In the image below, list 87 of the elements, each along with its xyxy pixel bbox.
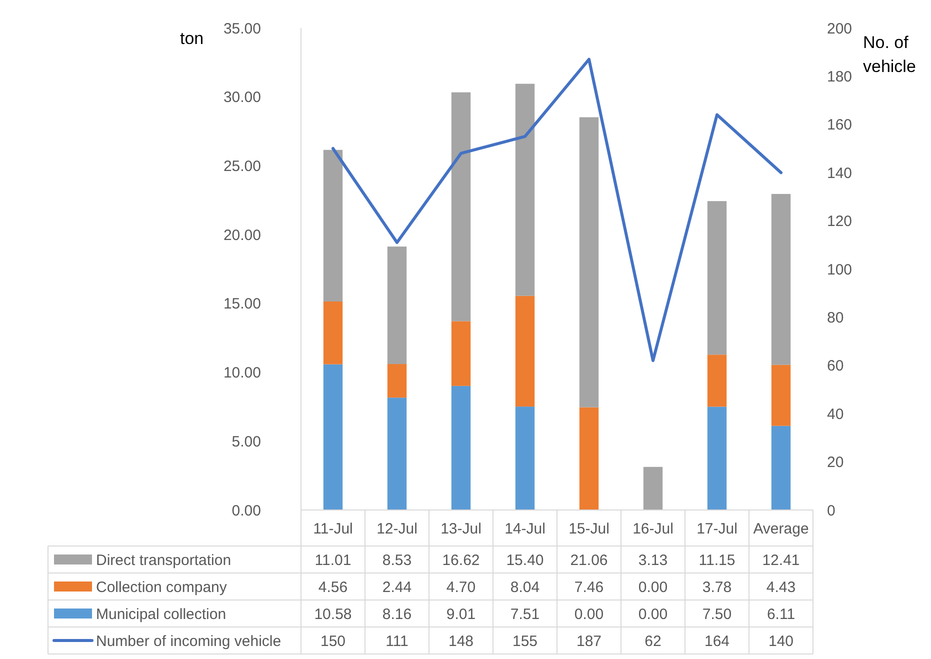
data-label: 187 — [576, 632, 602, 650]
bar — [451, 92, 471, 322]
y2-tick-label: 20 — [827, 454, 844, 472]
bar — [323, 364, 343, 510]
x-tick-label: 16-Jul — [632, 520, 674, 538]
data-label: 9.01 — [446, 606, 476, 623]
bar — [515, 406, 535, 510]
bar — [451, 386, 471, 510]
bar — [707, 201, 727, 355]
data-label: 62 — [644, 632, 662, 650]
data-label: 7.50 — [702, 606, 732, 623]
y2-tick-label: 80 — [827, 309, 844, 326]
y-tick-label: 10.00 — [223, 364, 261, 382]
legend-label: Number of incoming vehicle — [96, 632, 282, 650]
data-label: 3.78 — [702, 578, 732, 596]
x-tick-label: 11-Jul — [313, 520, 353, 538]
data-label: 0.00 — [574, 606, 604, 623]
bar — [323, 150, 343, 302]
x-tick-label: 14-Jul — [504, 520, 546, 538]
bar — [707, 406, 727, 510]
data-label: 11.15 — [698, 552, 736, 569]
bar — [387, 398, 407, 510]
data-label: 6.11 — [766, 606, 796, 623]
legend-label: Direct transportation — [96, 552, 232, 569]
data-label: 150 — [320, 632, 346, 650]
x-tick-label: 17-Jul — [696, 520, 738, 538]
y-tick-label: 15.00 — [223, 296, 261, 313]
data-label: 4.70 — [446, 578, 476, 596]
y2-tick-label: 140 — [827, 164, 852, 182]
legend-label: Municipal collection — [96, 606, 226, 623]
bar — [515, 296, 535, 407]
y2-tick-label: 180 — [827, 68, 852, 86]
legend-label: Collection company — [96, 578, 228, 596]
data-label: 7.46 — [574, 578, 604, 596]
y2-axis-title: No. of vehicle — [863, 33, 916, 76]
bar — [579, 407, 599, 510]
bar — [515, 84, 535, 296]
data-label: 4.43 — [766, 578, 796, 596]
data-label: 2.44 — [382, 578, 412, 596]
y-tick-label: 30.00 — [223, 89, 261, 106]
x-tick-label: Average — [753, 520, 809, 538]
y2-tick-label: 160 — [827, 116, 852, 134]
data-label: 21.06 — [570, 552, 608, 569]
y-tick-label: 5.00 — [232, 433, 261, 450]
bar — [771, 194, 791, 365]
bar — [643, 466, 663, 510]
x-tick-label: 15-Jul — [568, 520, 610, 538]
bar — [387, 246, 407, 364]
line-series — [332, 58, 782, 362]
bar — [707, 354, 727, 407]
bar — [579, 117, 599, 408]
data-label: 8.04 — [510, 578, 540, 596]
y-tick-label: 35.00 — [223, 20, 261, 38]
data-label: 8.16 — [382, 606, 412, 623]
y2-tick-label: 120 — [827, 213, 852, 230]
bar — [323, 302, 343, 364]
data-label: 155 — [512, 632, 538, 650]
data-label: 164 — [704, 632, 730, 650]
y2-tick-label: 0 — [827, 502, 836, 520]
y-tick-label: 0.00 — [232, 502, 261, 520]
data-label: 148 — [448, 632, 474, 650]
data-label: 4.56 — [318, 578, 348, 596]
bar — [771, 426, 791, 510]
data-label: 111 — [386, 632, 408, 650]
y2-tick-label: 100 — [827, 261, 852, 278]
data-label: 0.00 — [638, 606, 668, 623]
data-label: 140 — [768, 632, 794, 650]
y2-tick-label: 200 — [827, 20, 852, 38]
y-tick-label: 20.00 — [223, 226, 261, 244]
data-label: 8.53 — [382, 552, 412, 569]
y-axis-title: ton — [180, 29, 204, 48]
y2-tick-label: 60 — [827, 358, 844, 375]
x-tick-label: 12-Jul — [376, 520, 418, 538]
data-label: 15.40 — [506, 552, 544, 569]
data-label: 16.62 — [442, 552, 480, 569]
data-label: 0.00 — [638, 578, 668, 596]
data-label: 11.01 — [314, 552, 352, 569]
y-tick-label: 25.00 — [223, 158, 261, 175]
data-label: 10.58 — [314, 606, 352, 623]
data-label: 7.51 — [510, 606, 540, 623]
bar — [771, 364, 791, 426]
bar — [451, 321, 471, 386]
x-tick-label: 13-Jul — [440, 520, 482, 538]
data-label: 3.13 — [638, 552, 668, 569]
data-label: 12.41 — [762, 552, 800, 569]
y2-tick-label: 40 — [827, 406, 844, 423]
bar — [387, 364, 407, 398]
